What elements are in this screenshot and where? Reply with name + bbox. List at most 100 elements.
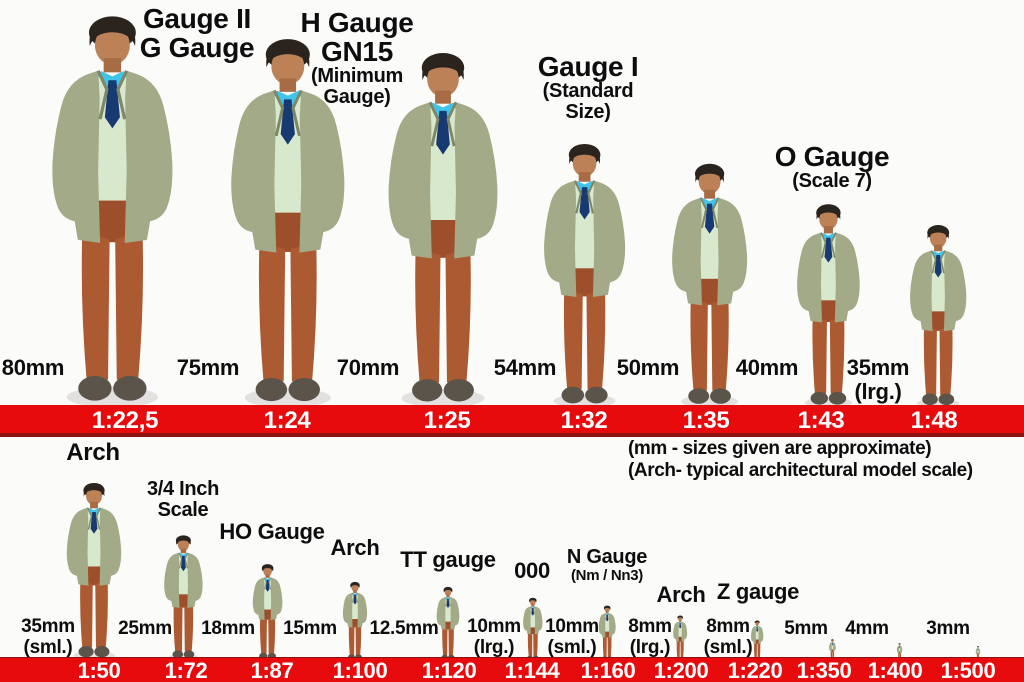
ratio-label: 1:50 (77, 658, 121, 682)
gauge-label-line: Z gauge (716, 579, 800, 604)
scale-bar-bottom (0, 657, 1024, 682)
size-value: 15mm (283, 618, 337, 639)
size-value: 40mm (735, 355, 799, 380)
gauge-label: Gauge II G Gauge (140, 4, 255, 62)
man-figure-illustration (253, 564, 283, 661)
model-figure (531, 141, 638, 409)
size-label: 70mm (336, 355, 400, 380)
size-label: 50mm (617, 356, 680, 380)
size-value: 4mm (845, 618, 889, 639)
man-figure-illustration (909, 225, 967, 409)
size-note: (sml.) (547, 636, 597, 658)
gauge-label: Arch (657, 583, 706, 607)
annotation-line-arch: (Arch- typical architectural model scale… (628, 459, 973, 481)
size-value: 8mm (628, 616, 672, 637)
ratio-label: 1:350 (796, 658, 852, 682)
gauge-sublabel-line: (Scale 7) (792, 170, 872, 193)
gauge-label: Z gauge (716, 579, 800, 604)
man-figure-illustration (66, 482, 122, 661)
gauge-label-line: Gauge II (142, 3, 252, 34)
size-note: (lrg.) (473, 636, 515, 658)
size-label: 18mm (201, 618, 255, 640)
gauge-label: 000 (514, 559, 550, 583)
ratio-label: 1:500 (940, 658, 996, 682)
man-figure-illustration (523, 597, 543, 661)
model-figure (596, 605, 618, 661)
size-value: 25mm (118, 618, 172, 639)
man-figure-illustration (672, 163, 748, 409)
model-figure (660, 161, 759, 409)
gauge-label: H Gauge GN15 (Minimum Gauge) (300, 8, 413, 108)
gauge-label: Arch (66, 439, 120, 466)
size-label: 25mm (118, 618, 172, 640)
size-label: 10mm (lrg.) (467, 616, 521, 658)
gauge-label-line: Gauge I (537, 51, 639, 82)
ratio-label: 1:400 (867, 658, 923, 682)
size-value: 8mm (706, 616, 750, 637)
size-label: 35mm (lrg.) (847, 356, 910, 404)
size-value: 10mm (467, 616, 521, 637)
model-figure (520, 597, 546, 661)
size-note: (sml.) (703, 636, 753, 658)
gauge-label-line: O Gauge (774, 141, 890, 172)
man-figure-illustration (163, 535, 203, 661)
gauge-sublabel-line: (Standard (542, 80, 634, 103)
ratio-label: 1:220 (727, 658, 783, 682)
size-value: 75mm (176, 355, 240, 380)
model-figure (749, 620, 765, 661)
size-label: 8mm (sml.) (703, 616, 753, 658)
size-label: 54mm (494, 356, 557, 380)
ratio-label: 1:22,5 (91, 407, 159, 434)
man-figure-illustration (750, 620, 764, 661)
gauge-label-line: Scale (157, 498, 209, 521)
gauge-label-line: GN15 (321, 36, 393, 68)
gauge-label: Arch (330, 535, 380, 560)
scale-bar-top (0, 405, 1024, 437)
annotation-note: (mm - sizes given are approximate) (Arch… (628, 438, 973, 481)
size-value: 18mm (201, 618, 255, 639)
size-label: 40mm (735, 355, 799, 380)
model-figure (213, 35, 363, 409)
size-note: (lrg.) (629, 636, 671, 658)
man-figure-illustration (796, 204, 860, 409)
gauge-label: HO Gauge (219, 519, 325, 544)
ratio-label: 1:87 (250, 658, 294, 682)
man-figure-illustration (231, 39, 345, 408)
gauge-label: TT gauge (400, 548, 496, 572)
size-value: 5mm (784, 618, 828, 639)
size-label: 15mm (283, 618, 337, 640)
man-figure-illustration (544, 143, 626, 408)
ratio-label: 1:43 (797, 407, 845, 434)
gauge-label-line: HO Gauge (219, 519, 325, 544)
model-figure (787, 202, 870, 409)
ratio-label: 1:24 (263, 407, 311, 434)
size-note: (sml.) (23, 636, 73, 658)
size-label: 12.5mm (370, 618, 439, 640)
size-label: 3mm (926, 618, 970, 640)
size-label: 35mm (sml.) (21, 616, 75, 658)
gauge-label: O Gauge (Scale 7) (775, 142, 890, 192)
size-label: 75mm (176, 355, 240, 380)
ratio-label: 1:48 (910, 407, 958, 434)
man-figure-illustration (51, 16, 173, 408)
annotation-line-mm: (mm - sizes given are approximate) (628, 438, 932, 459)
gauge-label-line: G Gauge (139, 32, 255, 64)
ratio-label: 1:144 (504, 658, 560, 682)
model-figure (158, 534, 209, 661)
ratio-label: 1:32 (560, 407, 608, 434)
gauge-label-line: Arch (330, 535, 380, 560)
gauge-label-line: H Gauge (300, 7, 414, 38)
model-figure (248, 563, 287, 661)
size-value: 10mm (545, 616, 599, 637)
gauge-label-line: N Gauge (566, 546, 648, 568)
gauge-sublabel-line: (Nm / Nn3) (570, 566, 644, 584)
gauge-sublabel-line: (Minimum (310, 65, 404, 88)
size-label: 8mm (lrg.) (628, 616, 672, 658)
size-value: 3mm (926, 618, 970, 639)
ratio-label: 1:160 (580, 658, 636, 682)
size-label: 80mm (2, 356, 65, 380)
size-value: 70mm (336, 355, 400, 380)
ratio-label: 1:100 (332, 658, 388, 682)
gauge-label-line: Arch (66, 439, 120, 466)
